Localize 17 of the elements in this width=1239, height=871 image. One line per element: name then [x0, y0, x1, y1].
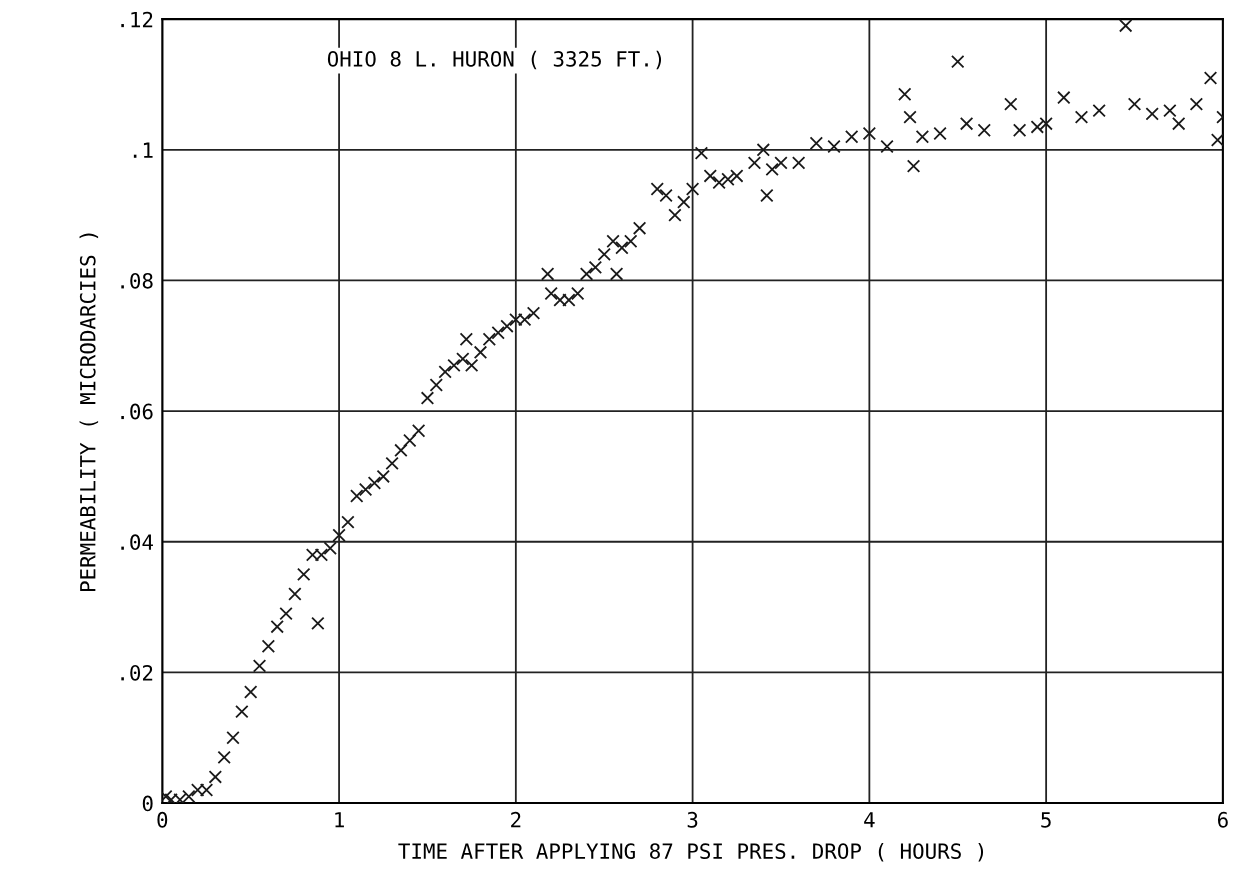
x-tick-label: 6: [1217, 811, 1228, 828]
annotation: OHIO 8 L. HURON ( 3325 FT.): [327, 50, 662, 70]
y-tick-label: .06: [121, 403, 153, 420]
y-tick-label: .04: [121, 534, 153, 551]
x-tick-label: 1: [335, 812, 344, 828]
y-tick-label: .12: [121, 11, 153, 28]
x-tick-label: 4: [864, 812, 875, 828]
y-tick-label: 0: [142, 795, 153, 812]
x-tick-label: 0: [157, 811, 168, 828]
x-tick-label: 2: [511, 811, 521, 828]
y-tick-label: .02: [121, 664, 153, 681]
y-tick-label: .1: [133, 142, 153, 158]
y-axis-title: PERMEABILITY ( MICRODARCIES ): [79, 233, 99, 591]
x-axis-title: TIME AFTER APPLYING 87 PSI PRES. DROP ( HOURS ): [398, 842, 984, 862]
y-tick-label: .08: [121, 272, 153, 289]
x-tick-label: 5: [1041, 812, 1051, 828]
x-tick-label: 3: [687, 811, 698, 828]
